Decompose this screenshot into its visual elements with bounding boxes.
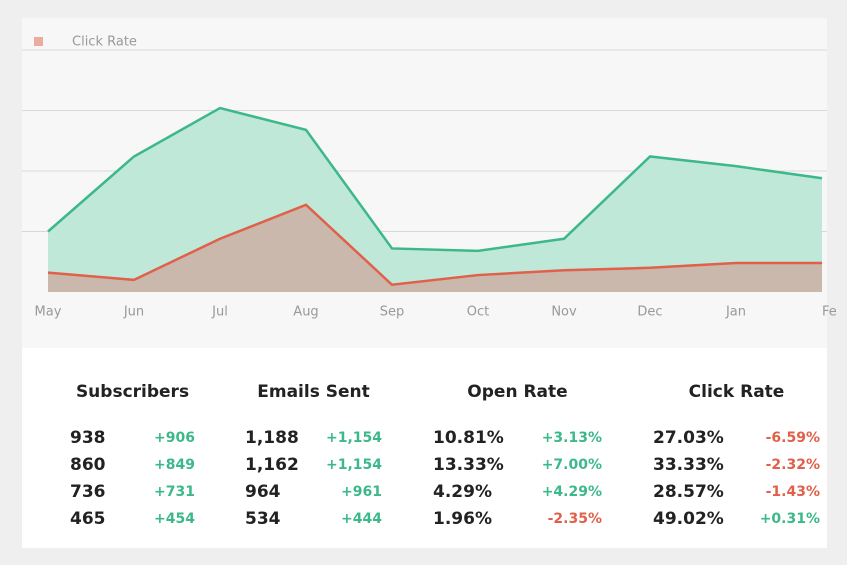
cell-value: 49.02% [653, 509, 724, 529]
cell-change: +849 [154, 457, 195, 473]
cell-value: 1,162 [245, 455, 299, 475]
cell-change: +454 [154, 511, 195, 527]
cell-value: 1.96% [433, 509, 492, 529]
x-tick-label: Sep [380, 305, 405, 320]
cell-change: +444 [341, 511, 382, 527]
x-tick-label: May [35, 305, 62, 320]
cell-change: +4.29% [542, 484, 602, 500]
x-tick-label: Jul [211, 305, 228, 320]
cell-value: 28.57% [653, 482, 724, 502]
cell-value: 4.29% [433, 482, 492, 502]
column-header: Click Rate [689, 382, 785, 402]
cell-change: +7.00% [542, 457, 602, 473]
cell-change: -6.59% [766, 430, 820, 446]
cell-value: 33.33% [653, 455, 724, 475]
column-header: Open Rate [467, 382, 567, 402]
cell-change: +731 [154, 484, 195, 500]
cell-value: 964 [245, 482, 281, 502]
column-header: Subscribers [76, 382, 189, 402]
column-header: Emails Sent [257, 382, 370, 402]
cell-change: +1,154 [326, 457, 382, 473]
legend-swatch [34, 37, 43, 46]
line [47, 203, 822, 287]
cell-value: 860 [70, 455, 106, 475]
x-tick-label: Fe [822, 305, 837, 320]
cell-value: 465 [70, 509, 106, 529]
area [48, 204, 822, 292]
legend-label: Click Rate [72, 35, 137, 50]
cell-value: 736 [70, 482, 106, 502]
cell-change: +0.31% [760, 511, 820, 527]
cell-value: 1,188 [245, 428, 299, 448]
cell-value: 27.03% [653, 428, 724, 448]
x-tick-label: Nov [551, 305, 577, 320]
x-tick-label: Jun [123, 305, 144, 320]
cell-change: +961 [341, 484, 382, 500]
cell-value: 10.81% [433, 428, 504, 448]
cell-change: +906 [154, 430, 195, 446]
x-tick-label: Oct [467, 305, 489, 320]
x-tick-label: Aug [293, 305, 318, 320]
cell-change: +3.13% [542, 430, 602, 446]
x-tick-label: Dec [637, 305, 662, 320]
cell-value: 534 [245, 509, 281, 529]
cell-change: -2.35% [548, 511, 602, 527]
x-tick-label: Jan [725, 305, 746, 320]
cell-change: +1,154 [326, 430, 382, 446]
cell-value: 938 [70, 428, 106, 448]
cell-value: 13.33% [433, 455, 504, 475]
cell-change: -2.32% [766, 457, 820, 473]
line [47, 106, 823, 253]
cell-change: -1.43% [766, 484, 820, 500]
